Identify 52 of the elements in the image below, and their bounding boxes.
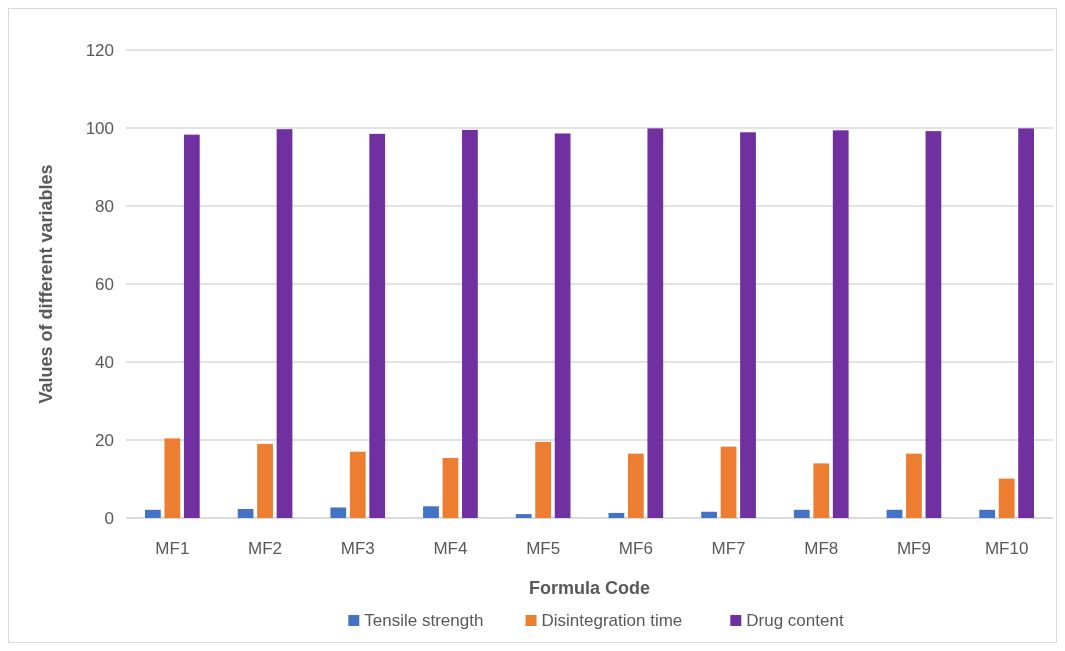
bar [627, 453, 644, 518]
x-tick-label: MF1 [155, 539, 190, 558]
bar [793, 509, 810, 518]
bar [701, 511, 717, 518]
bar [276, 129, 293, 518]
x-tick-label: MF8 [804, 539, 839, 558]
y-tick-label: 60 [95, 274, 114, 294]
y-tick-label: 20 [95, 430, 114, 450]
bar [535, 441, 552, 518]
bar [145, 509, 161, 518]
bar [349, 451, 366, 518]
x-tick-label: MF2 [248, 539, 283, 558]
y-tick-label: 0 [104, 508, 114, 528]
x-axis-title: Formula Code [528, 578, 651, 598]
x-tick-label: MF10 [984, 539, 1029, 558]
bar [886, 509, 903, 518]
x-tick-label: MF5 [526, 539, 561, 558]
y-tick-label: 40 [95, 352, 114, 372]
bar [183, 134, 200, 518]
bar [832, 130, 849, 518]
bar [979, 509, 996, 518]
bar [998, 478, 1015, 518]
x-tick-label: MF4 [433, 539, 468, 558]
bar [330, 507, 347, 518]
legend-label: Drug content [746, 611, 844, 630]
x-tick-label: MF9 [896, 539, 931, 558]
bar [647, 128, 664, 518]
x-tick-label: MF6 [618, 539, 653, 558]
y-tick-label: 120 [85, 40, 114, 60]
y-axis-title: Values of different variables [36, 164, 56, 404]
bar [720, 446, 737, 518]
bar [257, 443, 273, 518]
legend-label: Disintegration time [541, 611, 683, 630]
bar [925, 131, 942, 518]
bar [237, 509, 254, 518]
bar [1018, 128, 1034, 518]
y-tick-label: 80 [95, 196, 114, 216]
bar [442, 457, 459, 518]
bar [462, 129, 478, 518]
bar [813, 463, 830, 518]
x-tick-label: MF7 [711, 539, 746, 558]
bar [164, 438, 181, 518]
y-tick-label: 100 [85, 118, 114, 138]
bar [554, 133, 571, 518]
legend-label: Tensile strength [364, 611, 484, 630]
bar [369, 133, 386, 518]
bar [515, 514, 532, 518]
bar [906, 453, 922, 518]
x-tick-label: MF3 [340, 539, 375, 558]
bar [423, 506, 439, 518]
bar [740, 132, 756, 518]
bar [608, 512, 625, 518]
